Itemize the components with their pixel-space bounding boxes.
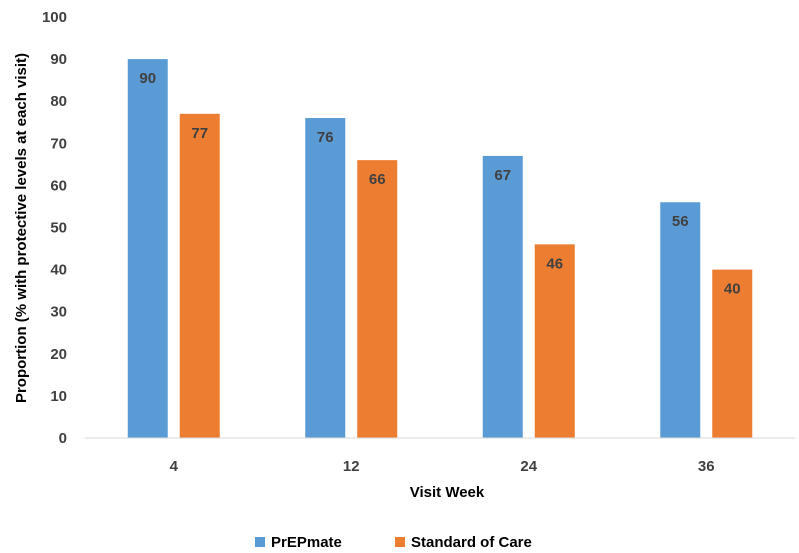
bar-prepmate-week-36 [660,202,701,438]
data-label: 46 [546,255,563,272]
data-label: 77 [191,125,208,142]
bar-prepmate-week-24 [482,155,523,438]
y-axis-title: Proportion (% with protective levels at … [13,53,30,403]
data-label: 90 [139,70,156,87]
legend-swatch-prepmate [255,537,265,547]
y-tick-label: 80 [50,93,67,110]
bars [127,59,753,438]
legend: PrEPmate Standard of Care [255,534,532,551]
x-tick-label: 12 [343,458,360,475]
bar-standard-of-care-week-4 [179,113,220,438]
data-label: 67 [494,167,511,184]
y-axis-ticks: 0 10 20 30 40 50 60 70 80 90 100 [42,9,67,447]
x-tick-label: 36 [698,458,715,475]
y-tick-label: 70 [50,135,67,152]
y-tick-label: 60 [50,177,67,194]
y-tick-label: 100 [42,9,67,26]
bar-standard-of-care-week-24 [534,244,575,438]
data-label: 56 [672,213,689,230]
bar-standard-of-care-week-36 [712,269,753,438]
bar-prepmate-week-4 [127,59,168,438]
y-tick-label: 20 [50,346,67,363]
x-axis-ticks: 4 12 24 36 [170,458,715,475]
legend-label: PrEPmate [271,534,342,551]
legend-swatch-standard-of-care [395,537,405,547]
bar-prepmate-week-12 [305,118,346,438]
y-tick-label: 40 [50,262,67,279]
y-tick-label: 10 [50,388,67,405]
x-tick-label: 4 [170,458,179,475]
y-tick-label: 90 [50,51,67,68]
y-tick-label: 30 [50,304,67,321]
y-tick-label: 50 [50,220,67,237]
x-axis-title: Visit Week [410,484,485,501]
bar-standard-of-care-week-12 [357,160,398,438]
y-tick-label: 0 [59,430,67,447]
data-label: 40 [724,281,741,298]
x-tick-label: 24 [520,458,537,475]
data-label: 66 [369,171,386,188]
data-labels: 90 77 76 66 67 46 56 40 [139,70,740,298]
data-label: 76 [317,129,334,146]
legend-label: Standard of Care [411,534,532,551]
